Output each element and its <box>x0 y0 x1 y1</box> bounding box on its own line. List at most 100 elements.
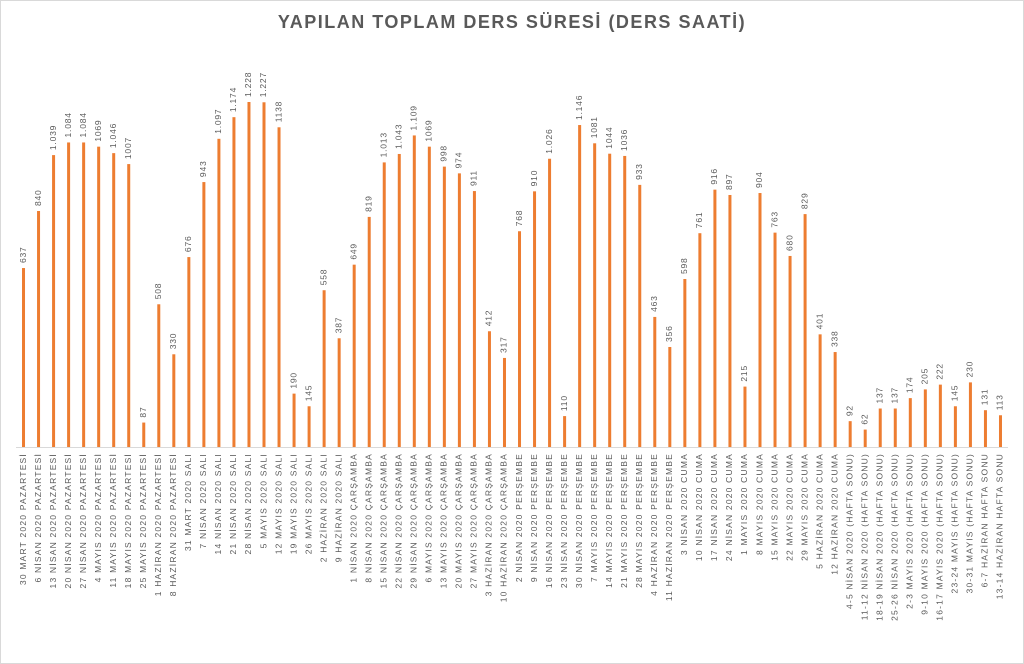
x-tick-label: 15 NİSAN 2020 ÇARŞAMBA <box>378 453 388 589</box>
bar <box>202 182 206 447</box>
value-label: 1.174 <box>228 87 238 112</box>
x-tick-label: 1 NİSAN 2020 ÇARŞAMBA <box>348 453 358 583</box>
bar <box>157 304 161 447</box>
x-tick-label: 30 NİSAN 2020 PERŞEMBE <box>574 453 584 588</box>
x-tick-label: 2 NİSAN 2020 PERŞEMBE <box>514 453 524 582</box>
x-tick-label: 8 MAYIS 2020 CUMA <box>754 453 764 555</box>
value-label: 317 <box>499 336 509 353</box>
value-label: 933 <box>634 163 644 180</box>
value-label: 1.146 <box>574 95 584 120</box>
bar <box>743 386 747 447</box>
x-tick-label: 21 MAYIS 2020 PERŞEMBE <box>619 453 629 588</box>
bar <box>307 406 311 447</box>
x-tick-label: 13-14 HAZİRAN HAFTA SONU <box>995 453 1005 599</box>
bar <box>938 384 942 447</box>
x-tick-label: 1 MAYIS 2020 CUMA <box>739 453 749 555</box>
value-label: 387 <box>333 317 343 334</box>
bar <box>247 102 251 447</box>
value-label: 910 <box>529 170 539 187</box>
x-tick-label: 18 MAYIS 2020 PAZARTESİ <box>123 453 133 588</box>
x-tick-label: 14 NİSAN 2020 SALI <box>213 453 223 554</box>
value-label: 174 <box>905 377 915 394</box>
bar <box>427 146 431 447</box>
bar <box>923 389 927 447</box>
value-label: 1.084 <box>63 112 73 137</box>
bar <box>277 127 281 447</box>
x-tick-label: 23-24 MAYIS (HAFTA SONU) <box>950 453 960 593</box>
x-tick-label: 4 MAYIS 2020 PAZARTESİ <box>93 453 103 582</box>
bar <box>848 421 852 447</box>
bar <box>968 382 972 447</box>
value-label: 230 <box>965 361 975 378</box>
value-label: 145 <box>950 385 960 402</box>
x-tick-label: 22 NİSAN 2020 ÇARŞAMBA <box>394 453 404 589</box>
x-tick-label: 22 MAYIS 2020 CUMA <box>784 453 794 561</box>
x-tick-label: 31 MART 2020 SALI <box>183 453 193 551</box>
x-tick-label: 7 NİSAN 2020 SALI <box>198 453 208 549</box>
x-tick-label: 20 NİSAN 2020 PAZARTESİ <box>63 453 73 588</box>
value-label: 1.026 <box>544 128 554 153</box>
bar <box>112 153 116 447</box>
value-label: 1007 <box>123 137 133 159</box>
x-tick-label: 29 NİSAN 2020 ÇARŞAMBA <box>409 453 419 589</box>
value-label: 113 <box>995 394 1005 410</box>
value-label: 1036 <box>619 129 629 151</box>
value-label: 1081 <box>589 116 599 138</box>
value-label: 897 <box>724 173 734 190</box>
value-label: 1.013 <box>378 132 388 157</box>
value-label: 401 <box>814 313 824 330</box>
value-label: 222 <box>935 363 945 380</box>
x-tick-label: 2 HAZİRAN 2020 SALI <box>318 453 328 562</box>
x-tick-label: 24 NİSAN 2020 CUMA <box>724 453 734 561</box>
value-label: 463 <box>649 295 659 312</box>
value-label: 911 <box>469 170 479 186</box>
value-label: 1.097 <box>213 109 223 134</box>
bar <box>457 173 461 448</box>
bar <box>833 352 837 447</box>
value-label: 680 <box>784 234 794 251</box>
x-tick-label: 9-10 MAYIS 2020 (HAFTA SONU) <box>920 453 930 615</box>
x-tick-label: 6-7 HAZİRAN HAFTA SONU <box>980 453 990 587</box>
x-tick-label: 18-19 NİSAN 2020 (HAFTA SONU) <box>874 453 884 621</box>
bar <box>487 331 491 447</box>
x-tick-label: 17 NİSAN 2020 CUMA <box>709 453 719 561</box>
bar <box>533 191 537 447</box>
value-label: 338 <box>829 330 839 347</box>
bar <box>322 290 326 447</box>
value-label: 761 <box>694 212 704 229</box>
bar <box>578 125 582 447</box>
x-tick-label: 11 MAYIS 2020 PAZARTESİ <box>108 453 118 588</box>
bar <box>262 102 266 447</box>
x-tick-label: 5 HAZİRAN 2020 CUMA <box>814 453 824 569</box>
value-label: 137 <box>890 387 900 404</box>
x-tick-label: 25-26 NİSAN 2020 (HAFTA SONU) <box>890 453 900 621</box>
bar <box>97 146 101 447</box>
bar <box>638 184 642 447</box>
value-label: 904 <box>754 171 764 188</box>
bar <box>623 155 627 448</box>
bar <box>653 316 657 447</box>
x-tick-label: 2-3 MAYIS 2020 (HAFTA SONU) <box>905 453 915 609</box>
value-label: 916 <box>709 168 719 185</box>
bar <box>67 142 71 447</box>
bar <box>773 232 777 447</box>
bar <box>82 142 86 447</box>
value-label: 1.227 <box>258 72 268 97</box>
bar <box>953 406 957 447</box>
bar <box>367 216 371 447</box>
x-tick-label: 3 HAZİRAN 2020 ÇARŞAMBA <box>484 453 494 596</box>
x-tick-label: 19 MAYIS 2020 SALI <box>288 453 298 554</box>
value-label: 998 <box>439 145 449 162</box>
x-tick-label: 3 NİSAN 2020 CUMA <box>679 453 689 555</box>
value-label: 840 <box>33 189 43 206</box>
value-label: 598 <box>679 257 689 274</box>
bar <box>397 153 401 447</box>
x-tick-label: 13 MAYIS 2020 ÇARŞAMBA <box>439 453 449 588</box>
x-tick-label: 30 MART 2020 PAZARTESİ <box>18 453 28 585</box>
bar <box>518 231 522 447</box>
bar <box>187 257 191 447</box>
bar <box>728 194 732 447</box>
x-tick-label: 14 MAYIS 2020 PERŞEMBE <box>604 453 614 588</box>
